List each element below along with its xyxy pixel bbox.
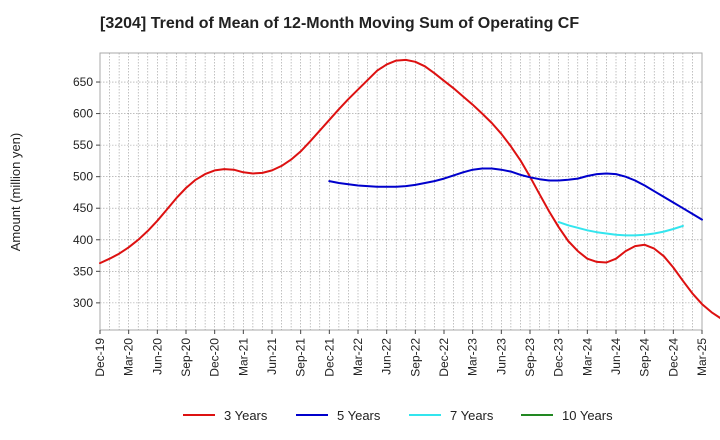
y-tick-label: 350 [73, 264, 93, 278]
x-tick-label: Jun-21 [265, 338, 279, 375]
x-tick-label: Sep-21 [294, 338, 308, 377]
x-tick-label: Mar-24 [580, 338, 594, 376]
y-axis-label: Amount (million yen) [8, 133, 23, 252]
x-tick-label: Jun-24 [609, 338, 623, 375]
x-tick-label: Jun-20 [150, 338, 164, 375]
legend: 3 Years 5 Years 7 Years 10 Years [183, 408, 613, 423]
x-tick-label: Mar-22 [351, 338, 365, 376]
x-tick-label: Jun-23 [494, 338, 508, 375]
plot-area [99, 52, 703, 331]
x-tick-label: Dec-24 [666, 338, 680, 377]
x-tick-label: Dec-21 [322, 338, 336, 377]
x-tick-label: Dec-23 [552, 338, 566, 377]
y-tick-label: 550 [73, 138, 93, 152]
series-line-3-years [99, 58, 720, 320]
y-tick-label: 500 [73, 170, 93, 184]
y-tick-label: 300 [73, 296, 93, 310]
y-tick-label: 600 [73, 107, 93, 121]
x-tick-label: Mar-20 [122, 338, 136, 376]
y-tick-label: 400 [73, 233, 93, 247]
x-tick-label: Dec-22 [437, 338, 451, 377]
y-tick-label: 450 [73, 201, 93, 215]
legend-label-7-years: 7 Years [450, 408, 494, 423]
x-tick-label: Sep-22 [408, 338, 422, 377]
x-tick-label: Sep-20 [179, 338, 193, 377]
x-tick-label: Jun-22 [380, 338, 394, 375]
series-line-5-years [328, 167, 703, 221]
x-tick-label: Dec-19 [93, 338, 107, 377]
x-tick-label: Mar-23 [466, 338, 480, 376]
y-tick-label: 650 [73, 75, 93, 89]
x-tick-label: Mar-25 [695, 338, 709, 376]
legend-label-5-years: 5 Years [337, 408, 381, 423]
x-tick-label: Sep-23 [523, 338, 537, 377]
legend-label-3-years: 3 Years [224, 408, 268, 423]
x-axis-ticks: Dec-19 Mar-20 Jun-20 Sep-20 Dec-20 Mar-21 Jun-… [93, 330, 709, 377]
x-tick-label: Sep-24 [638, 338, 652, 377]
chart-title: [3204] Trend of Mean of 12-Month Moving … [100, 15, 579, 32]
x-tick-label: Mar-21 [236, 338, 250, 376]
x-tick-label: Dec-20 [208, 338, 222, 377]
y-axis-ticks: 300 350 400 450 500 550 600 650 [73, 75, 100, 310]
grid-lines [100, 53, 702, 330]
series-line-7-years [557, 221, 684, 237]
legend-label-10-years: 10 Years [562, 408, 613, 423]
series-lines [99, 58, 720, 320]
